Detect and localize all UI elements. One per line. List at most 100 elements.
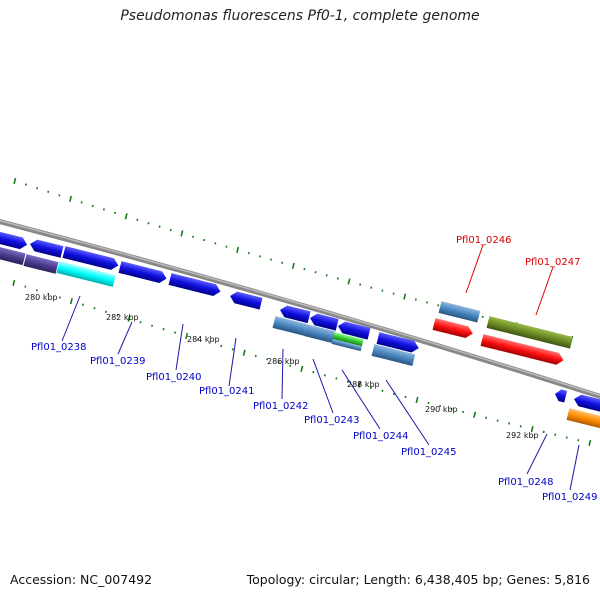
gene-block-pfl01-0246[interactable] bbox=[438, 301, 481, 323]
minor-tick bbox=[485, 416, 488, 419]
gene-block[interactable] bbox=[56, 261, 116, 287]
gene-block[interactable] bbox=[23, 254, 59, 274]
minor-tick bbox=[381, 389, 384, 393]
scale-label: 284 kbp bbox=[187, 335, 220, 344]
minor-tick bbox=[369, 386, 372, 389]
minor-tick bbox=[258, 255, 261, 258]
minor-tick bbox=[139, 321, 142, 324]
gene-label[interactable]: Pfl01_0249 bbox=[542, 492, 598, 503]
minor-tick bbox=[577, 439, 580, 442]
major-tick bbox=[69, 298, 73, 305]
gene-arrow-pfl01-0246[interactable] bbox=[432, 318, 475, 339]
minor-tick bbox=[370, 286, 373, 289]
minor-tick bbox=[270, 258, 273, 261]
minor-tick bbox=[303, 267, 306, 271]
gene-label[interactable]: Pfl01_0246 bbox=[456, 235, 512, 246]
accession-text: Accession: NC_007492 bbox=[10, 572, 153, 587]
gene-arrow[interactable] bbox=[118, 261, 168, 284]
minor-tick bbox=[359, 283, 362, 286]
minor-tick bbox=[425, 301, 429, 304]
gene-label[interactable]: Pfl01_0242 bbox=[253, 401, 309, 412]
gene-labels: Pfl01_0238 Pfl01_0239 Pfl01_0240 Pfl01_0… bbox=[31, 235, 598, 503]
gene-label[interactable]: Pfl01_0243 bbox=[304, 415, 360, 426]
minor-tick bbox=[519, 425, 522, 428]
gene-block[interactable] bbox=[272, 316, 307, 336]
minor-tick bbox=[36, 187, 39, 190]
gene-arrow[interactable] bbox=[0, 230, 29, 251]
minor-tick bbox=[247, 251, 250, 255]
minor-tick bbox=[158, 225, 161, 228]
gene-block[interactable] bbox=[0, 246, 26, 266]
gene-arrow[interactable] bbox=[62, 246, 120, 271]
minor-tick bbox=[439, 404, 442, 408]
minor-tick bbox=[47, 190, 50, 193]
gene-label[interactable]: Pfl01_0244 bbox=[353, 431, 409, 442]
minor-tick bbox=[174, 331, 177, 334]
minor-tick bbox=[102, 208, 105, 211]
minor-tick bbox=[35, 289, 38, 292]
gene-block[interactable] bbox=[303, 324, 336, 344]
major-tick bbox=[13, 177, 17, 185]
minor-tick bbox=[81, 303, 84, 306]
gene-label[interactable]: Pfl01_0248 bbox=[498, 477, 554, 488]
minor-tick bbox=[314, 271, 317, 274]
minor-tick bbox=[58, 296, 61, 299]
gene-label[interactable]: Pfl01_0241 bbox=[199, 386, 255, 397]
minor-tick bbox=[325, 274, 328, 277]
minor-tick bbox=[24, 183, 27, 186]
major-tick bbox=[530, 426, 534, 433]
gene-label[interactable]: Pfl01_0247 bbox=[525, 257, 581, 268]
major-tick bbox=[12, 279, 16, 287]
scale-labels: 280 kbp 282 kbp 284 kbp 286 kbp 288 kbp … bbox=[25, 293, 539, 440]
gene-block[interactable] bbox=[371, 344, 416, 366]
gene-arrow[interactable] bbox=[29, 238, 64, 258]
minor-tick bbox=[481, 315, 484, 319]
gene-arrow[interactable] bbox=[337, 320, 371, 340]
major-tick bbox=[415, 396, 419, 404]
minor-tick bbox=[312, 370, 315, 374]
scale-label: 282 kbp bbox=[106, 313, 139, 322]
inner-tick-track bbox=[12, 279, 592, 447]
gene-arrow[interactable] bbox=[279, 304, 311, 324]
major-tick bbox=[588, 439, 592, 447]
gene-arrow-pfl01-0247[interactable] bbox=[480, 334, 565, 366]
gene-arrow[interactable] bbox=[376, 332, 421, 354]
minor-tick bbox=[565, 436, 568, 439]
gene-arrow[interactable] bbox=[168, 273, 222, 297]
minor-tick bbox=[162, 328, 165, 331]
minor-tick bbox=[554, 433, 557, 436]
minor-tick bbox=[281, 261, 284, 264]
topology-text: Topology: circular; Length: 6,438,405 bp… bbox=[246, 572, 590, 587]
gene-arrow[interactable] bbox=[309, 312, 339, 331]
minor-tick bbox=[346, 380, 349, 383]
gene-block[interactable] bbox=[331, 332, 364, 352]
gene-arrow[interactable] bbox=[229, 290, 263, 310]
minor-tick bbox=[104, 310, 107, 313]
minor-tick bbox=[323, 374, 326, 377]
major-tick bbox=[236, 246, 240, 254]
minor-tick bbox=[336, 277, 339, 280]
gene-arrow[interactable] bbox=[554, 388, 568, 403]
minor-tick bbox=[114, 211, 117, 215]
minor-tick bbox=[254, 354, 257, 358]
major-tick bbox=[242, 349, 246, 356]
gene-label[interactable]: Pfl01_0245 bbox=[401, 447, 457, 458]
major-tick bbox=[127, 315, 131, 322]
gene-block-pfl01-0247[interactable] bbox=[486, 316, 573, 349]
minor-tick bbox=[58, 194, 61, 197]
scale-label: 290 kbp bbox=[425, 405, 458, 414]
gene-features bbox=[0, 230, 600, 430]
gene-label[interactable]: Pfl01_0238 bbox=[31, 342, 87, 353]
major-tick bbox=[473, 411, 477, 418]
gene-label[interactable]: Pfl01_0239 bbox=[90, 356, 146, 367]
scale-label: 288 kbp bbox=[347, 380, 380, 389]
minor-tick bbox=[225, 245, 228, 248]
gene-arrow[interactable] bbox=[573, 393, 600, 415]
minor-tick bbox=[192, 235, 195, 238]
gene-block[interactable] bbox=[566, 408, 600, 430]
gene-label[interactable]: Pfl01_0240 bbox=[146, 372, 202, 383]
minor-tick bbox=[381, 289, 384, 292]
genome-backbone bbox=[0, 219, 600, 400]
minor-tick bbox=[220, 344, 223, 348]
